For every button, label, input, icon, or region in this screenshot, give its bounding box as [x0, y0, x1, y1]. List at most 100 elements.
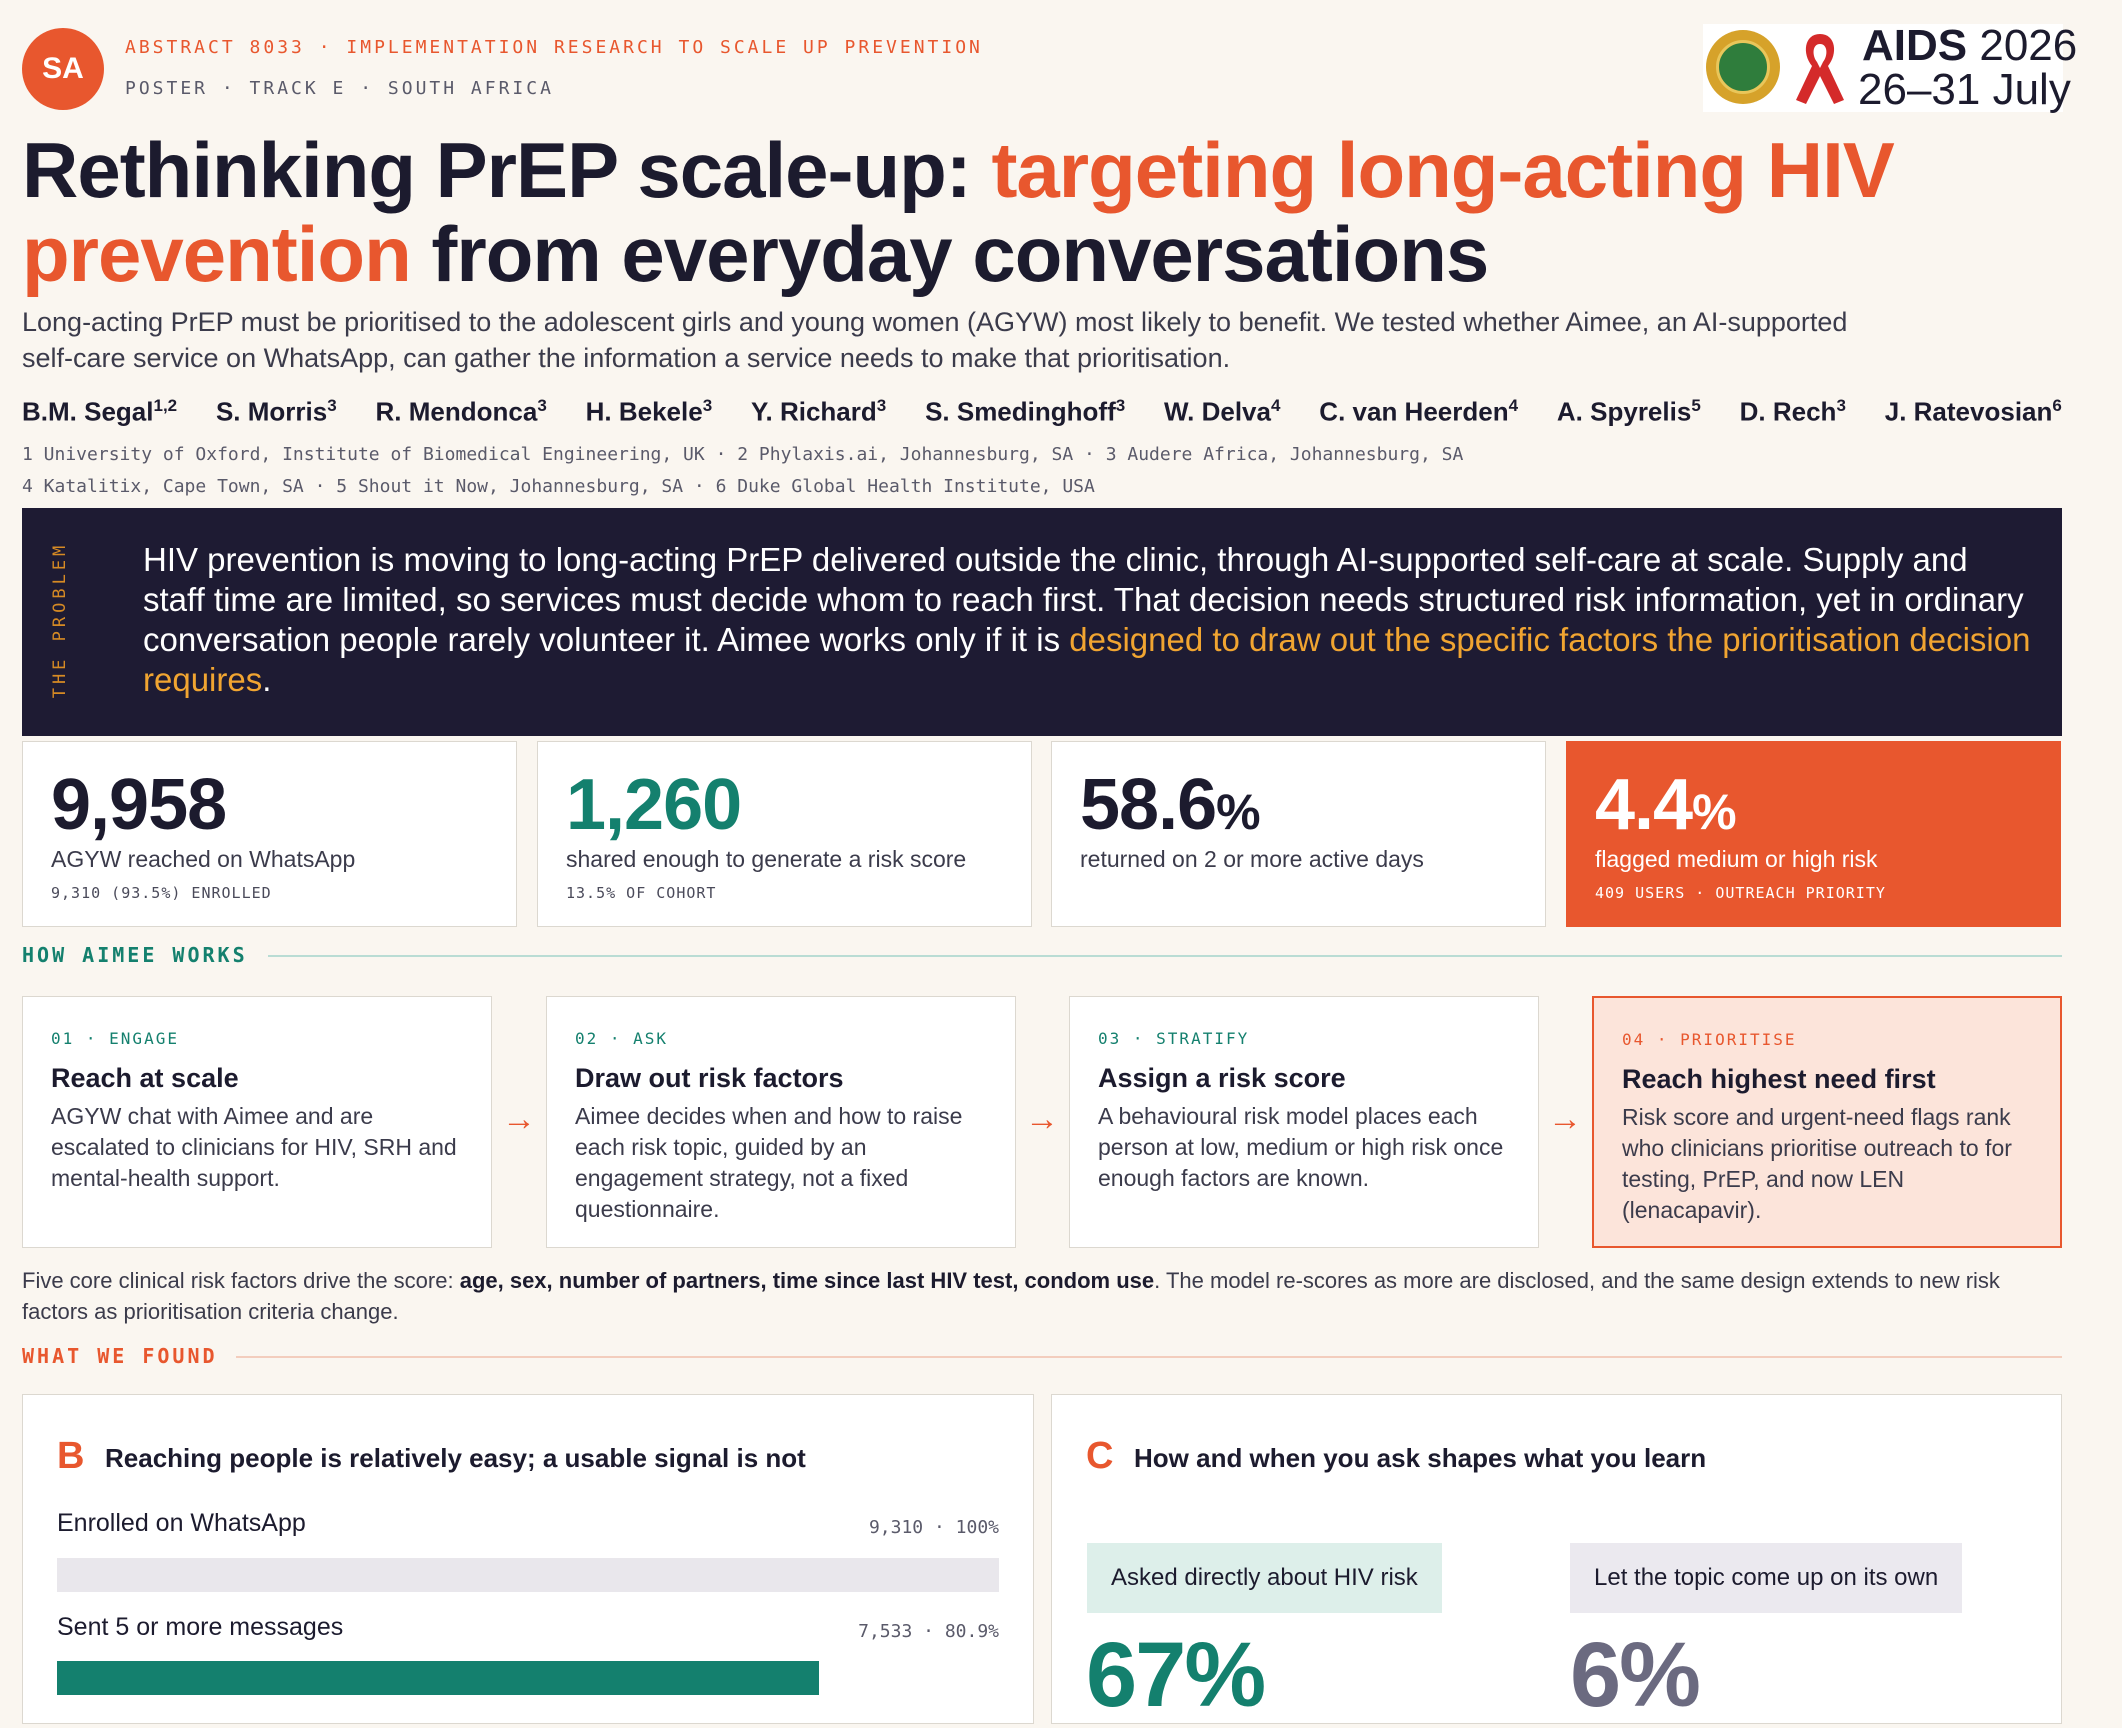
lede: Long-acting PrEP must be prioritised to …	[22, 307, 1848, 373]
problem-text: HIV prevention is moving to long-acting …	[143, 541, 2024, 658]
funnel-count: 9,310	[868, 1517, 924, 1538]
funnel-count: 7,533	[858, 1621, 913, 1642]
stat-card-flagged: 4.4% flagged medium or high risk 409 USE…	[1566, 741, 2061, 927]
abstract-line: ABSTRACT 8033 · IMPLEMENTATION RESEARCH …	[125, 37, 983, 58]
funnel-row-stats: 9,310 · 100%	[868, 1517, 999, 1538]
note-post: . The model re-scores as more are disclo…	[22, 1268, 2000, 1324]
step-stratify: 03 · STRATIFY Assign a risk score A beha…	[1069, 996, 1539, 1248]
author: H. Bekele3	[586, 396, 713, 428]
step-tag: 04 · PRIORITISE	[1622, 1030, 1797, 1049]
stat-number: 58.6	[1080, 765, 1217, 845]
author: S. Smedinghoff3	[925, 396, 1125, 428]
funnel-pct: 80.9%	[944, 1621, 999, 1642]
author: Y. Richard3	[751, 396, 886, 428]
step-title: Draw out risk factors	[575, 1063, 844, 1093]
author: J. Ratevosian6	[1885, 396, 2062, 428]
stat-value: 1,260	[566, 764, 742, 846]
stat-sub: 9,310 (93.5%) ENROLLED	[51, 884, 272, 902]
author-name: A. Spyrelis	[1556, 396, 1692, 427]
panel-title: How and when you ask shapes what you lea…	[1134, 1443, 1707, 1473]
author-affiliation-mark: 3	[1836, 396, 1846, 415]
stat-sub: 13.5% OF COHORT	[566, 884, 717, 902]
author-name: B.M. Segal	[22, 396, 154, 427]
problem-band	[22, 508, 2062, 736]
panel-b: B Reaching people is relatively easy; a …	[22, 1394, 1034, 1724]
value-asked-directly: 67%	[1086, 1624, 1266, 1726]
arrow-right-icon: →	[502, 1100, 536, 1138]
affiliations-line-2: 4 Katalitix, Cape Town, SA · 5 Shout it …	[22, 476, 1095, 497]
author-name: Y. Richard	[751, 396, 877, 427]
problem-highlight: designed to draw out the specific factor…	[143, 621, 2031, 698]
step-title: Assign a risk score	[1098, 1063, 1346, 1093]
affiliations-line-1: 1 University of Oxford, Institute of Bio…	[22, 444, 1464, 465]
author-name: S. Smedinghoff	[925, 396, 1116, 427]
author-name: H. Bekele	[585, 396, 703, 427]
title-accent: targeting long-acting HIV prevention	[22, 126, 1895, 298]
arrow-right-icon: →	[1025, 1100, 1059, 1138]
how-rule	[268, 955, 2062, 957]
author: W. Delva4	[1164, 396, 1280, 428]
chip-asked-directly: Asked directly about HIV risk	[1087, 1543, 1442, 1613]
conference-acronym: AIDS	[1862, 21, 1968, 70]
stat-sub: 409 USERS · OUTREACH PRIORITY	[1595, 884, 1886, 902]
author-affiliation-mark: 6	[2052, 396, 2062, 415]
stat-value: 9,958	[51, 764, 227, 846]
stat-number: 4.4	[1595, 765, 1693, 845]
funnel-bar-messages	[57, 1661, 820, 1695]
found-heading: WHAT WE FOUND	[22, 1344, 218, 1368]
step-tag: 01 · ENGAGE	[51, 1029, 179, 1048]
seal-logo-icon	[1706, 30, 1780, 104]
step-engage: 01 · ENGAGE Reach at scale AGYW chat wit…	[22, 996, 492, 1248]
funnel-bar-track	[57, 1558, 999, 1592]
author-name: S. Morris	[215, 396, 328, 427]
author-affiliation-mark: 4	[1508, 396, 1519, 415]
author-name: C. van Heerden	[1319, 396, 1509, 427]
author-affiliation-mark: 1,2	[153, 396, 178, 415]
note-factors: age, sex, number of partners, time since…	[459, 1268, 1155, 1293]
funnel-row-stats: 7,533 · 80.9%	[858, 1621, 999, 1642]
poster-line: POSTER · TRACK E · SOUTH AFRICA	[125, 78, 554, 99]
funnel-bar-enrolled	[57, 1558, 999, 1592]
author-affiliation-mark: 5	[1691, 396, 1701, 415]
stat-number: 9,958	[51, 765, 227, 845]
value-topic-organic: 6%	[1570, 1624, 1701, 1726]
panel-letter: C	[1086, 1435, 1114, 1477]
risk-factors-note: Five core clinical risk factors drive th…	[22, 1265, 2062, 1327]
stat-card-risk-score: 1,260 shared enough to generate a risk s…	[537, 741, 1032, 927]
country-badge: SA	[22, 28, 104, 110]
stat-percent: %	[1692, 784, 1736, 840]
funnel-bar-track	[57, 1661, 999, 1695]
step-description: Aimee decides when and how to raise each…	[575, 1103, 963, 1222]
stat-label: flagged medium or high risk	[1595, 846, 1878, 872]
step-title: Reach highest need first	[1622, 1064, 1936, 1094]
author-name: J. Ratevosian	[1884, 396, 2053, 427]
author: D. Rech3	[1740, 396, 1846, 428]
conference-year: 2026	[1979, 21, 2078, 70]
how-heading: HOW AIMEE WORKS	[22, 943, 248, 967]
funnel-pct: 100%	[955, 1517, 999, 1538]
author-affiliation-mark: 3	[1115, 396, 1126, 415]
author: A. Spyrelis5	[1557, 396, 1701, 428]
stat-card-reached: 9,958 AGYW reached on WhatsApp 9,310 (93…	[22, 741, 517, 927]
step-description: Risk score and urgent-need flags rank wh…	[1622, 1104, 2012, 1223]
funnel-row-label: Enrolled on WhatsApp	[57, 1509, 306, 1537]
title-part1: Rethinking PrEP scale-up:	[22, 126, 992, 214]
stat-label: AGYW reached on WhatsApp	[51, 846, 356, 872]
step-tag: 02 · ASK	[575, 1029, 669, 1048]
panel-letter: B	[57, 1435, 85, 1477]
stat-card-returned: 58.6% returned on 2 or more active days	[1051, 741, 1546, 927]
poster-title: Rethinking PrEP scale-up: targeting long…	[22, 128, 2022, 296]
step-title: Reach at scale	[51, 1063, 239, 1093]
stat-label: returned on 2 or more active days	[1080, 846, 1424, 872]
found-rule	[236, 1356, 2062, 1358]
author-name: R. Mendonca	[375, 396, 538, 427]
step-ask: 02 · ASK Draw out risk factors Aimee dec…	[546, 996, 1016, 1248]
author-affiliation-mark: 3	[702, 396, 713, 415]
author: C. van Heerden4	[1319, 396, 1518, 428]
author-name: W. Delva	[1164, 396, 1271, 427]
step-prioritise: 04 · PRIORITISE Reach highest need first…	[1592, 996, 2062, 1248]
red-ribbon-icon	[1796, 34, 1844, 104]
stat-label: shared enough to generate a risk score	[566, 846, 967, 872]
panel-c: C How and when you ask shapes what you l…	[1051, 1394, 2062, 1726]
funnel-row-label: Sent 5 or more messages	[57, 1613, 344, 1641]
